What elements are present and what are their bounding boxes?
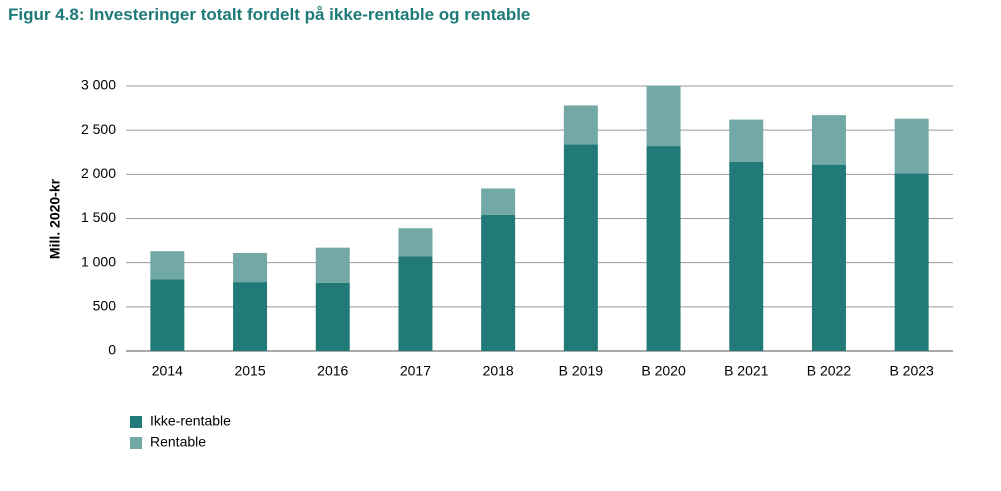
y-tick-label: 1 000: [81, 253, 116, 269]
x-tick-label: 2014: [152, 363, 183, 379]
bar-segment: [563, 144, 598, 351]
y-tick-label: 0: [108, 342, 116, 358]
bar-segment: [729, 161, 764, 351]
x-tick-label: B 2021: [724, 363, 769, 379]
bar-segment: [398, 256, 433, 351]
bar-segment: [481, 214, 516, 351]
y-tick-label: 2 500: [81, 121, 116, 137]
x-tick-label: B 2020: [641, 363, 686, 379]
y-tick-label: 3 000: [81, 77, 116, 93]
x-tick-label: 2017: [400, 363, 431, 379]
bar-segment: [150, 279, 185, 351]
bar-segment: [150, 251, 185, 280]
bar-segment: [811, 164, 846, 351]
legend-swatch: [130, 437, 142, 449]
x-tick-label: 2016: [317, 363, 348, 379]
y-tick-label: 500: [93, 298, 117, 314]
bar-segment: [315, 282, 350, 351]
bar-segment: [563, 105, 598, 145]
chart-title: Figur 4.8: Investeringer totalt fordelt …: [8, 5, 530, 24]
bar-segment: [646, 86, 681, 147]
y-axis-label: Mill. 2020-kr: [47, 178, 63, 259]
y-tick-label: 1 500: [81, 209, 116, 225]
legend-label: Rentable: [150, 434, 206, 450]
bar-segment: [646, 146, 681, 351]
bar-segment: [894, 118, 929, 174]
x-tick-label: 2018: [483, 363, 514, 379]
bar-segment: [729, 119, 764, 162]
bar-segment: [398, 228, 433, 257]
bar-segment: [233, 252, 268, 283]
x-tick-label: B 2019: [559, 363, 604, 379]
bar-segment: [811, 115, 846, 165]
bar-segment: [481, 188, 516, 215]
bar-segment: [894, 173, 929, 351]
x-tick-label: 2015: [234, 363, 265, 379]
legend-label: Ikke-rentable: [150, 413, 231, 429]
bar-segment: [315, 247, 350, 283]
y-tick-label: 2 000: [81, 165, 116, 181]
bar-segment: [233, 282, 268, 351]
x-tick-label: B 2022: [807, 363, 852, 379]
x-tick-label: B 2023: [889, 363, 934, 379]
legend-swatch: [130, 416, 142, 428]
